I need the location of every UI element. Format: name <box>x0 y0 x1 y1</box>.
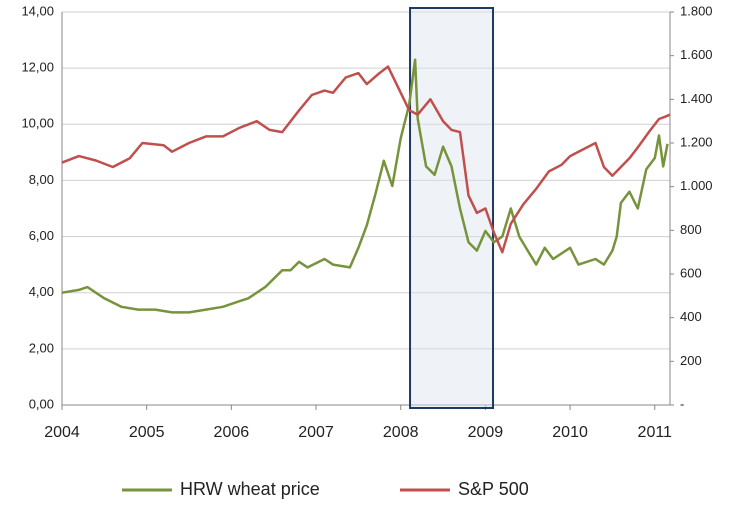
legend-label: HRW wheat price <box>180 479 320 499</box>
y2-tick-label: 1.600 <box>680 47 713 62</box>
legend-label: S&P 500 <box>458 479 529 499</box>
y-tick-label: 4,00 <box>29 284 54 299</box>
x-tick-label: 2007 <box>298 424 334 441</box>
x-tick-label: 2005 <box>129 424 165 441</box>
series-line <box>61 58 669 314</box>
y2-tick-label: - <box>680 396 684 411</box>
x-tick-label: 2004 <box>44 424 80 441</box>
y2-tick-label: 800 <box>680 222 702 237</box>
y2-tick-label: 1.000 <box>680 178 713 193</box>
highlight-region <box>409 7 495 409</box>
y2-tick-label: 1.200 <box>680 134 713 149</box>
x-tick-label: 2010 <box>552 424 588 441</box>
x-tick-label: 2006 <box>214 424 250 441</box>
y2-tick-label: 1.800 <box>680 3 713 18</box>
y-tick-label: 6,00 <box>29 228 54 243</box>
y-tick-label: 14,00 <box>21 3 54 18</box>
y-tick-label: 2,00 <box>29 340 54 355</box>
y2-tick-label: 1.400 <box>680 91 713 106</box>
y2-tick-label: 200 <box>680 353 702 368</box>
x-tick-label: 2008 <box>383 424 419 441</box>
x-tick-label: 2009 <box>468 424 504 441</box>
y-tick-label: 0,00 <box>29 396 54 411</box>
y-tick-label: 10,00 <box>21 116 54 131</box>
y2-tick-label: 600 <box>680 265 702 280</box>
y2-tick-label: 400 <box>680 309 702 324</box>
x-tick-label: 2011 <box>638 424 673 441</box>
y-tick-label: 8,00 <box>29 172 54 187</box>
y-tick-label: 12,00 <box>21 60 54 75</box>
series-line <box>61 65 671 254</box>
